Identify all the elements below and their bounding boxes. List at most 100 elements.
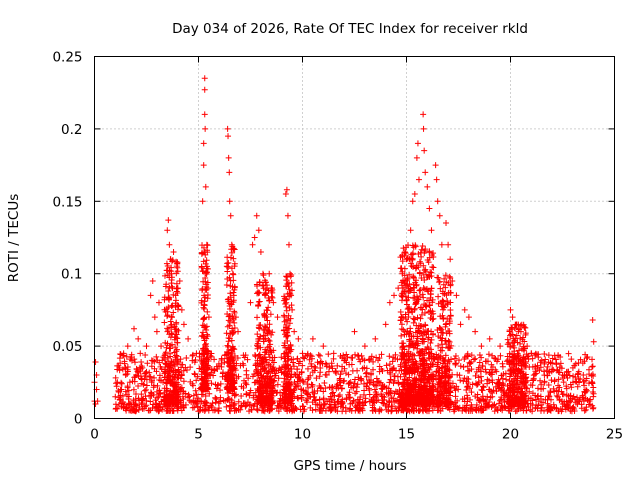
data-point <box>403 296 410 303</box>
data-point <box>254 342 261 349</box>
data-point <box>336 392 343 399</box>
data-point <box>463 407 470 414</box>
data-point <box>416 384 423 391</box>
data-point <box>147 389 154 396</box>
data-point <box>513 381 520 388</box>
data-point <box>332 368 339 375</box>
data-point <box>167 380 174 387</box>
data-point <box>268 285 275 292</box>
data-point <box>559 391 566 398</box>
data-point <box>202 380 209 387</box>
data-point <box>365 356 372 363</box>
data-point <box>414 140 421 147</box>
data-point <box>440 281 447 288</box>
data-point <box>522 379 529 386</box>
data-point <box>565 350 572 357</box>
data-point <box>351 380 358 387</box>
data-point <box>320 388 327 395</box>
data-point <box>400 380 407 387</box>
data-point <box>568 384 575 391</box>
data-point <box>123 353 130 360</box>
data-point <box>527 395 534 402</box>
data-point <box>255 290 262 297</box>
data-point <box>255 298 262 305</box>
data-point <box>386 398 393 405</box>
data-point <box>284 362 291 369</box>
data-point <box>541 360 548 367</box>
data-point <box>287 366 294 373</box>
data-point <box>288 292 295 299</box>
data-point <box>499 375 506 382</box>
data-point <box>225 154 232 161</box>
data-point <box>400 340 407 347</box>
data-point <box>427 269 434 276</box>
data-point <box>164 227 171 234</box>
data-point <box>255 352 262 359</box>
data-point <box>583 404 590 411</box>
data-point <box>173 280 180 287</box>
data-point <box>422 169 429 176</box>
data-point <box>156 376 163 383</box>
data-point <box>166 391 173 398</box>
data-point <box>515 385 522 392</box>
data-point <box>285 241 292 248</box>
data-point <box>399 270 406 277</box>
data-point <box>437 325 444 332</box>
data-point <box>460 364 467 371</box>
data-point <box>198 364 205 371</box>
data-point <box>537 377 544 384</box>
data-point <box>257 344 264 351</box>
data-point <box>413 360 420 367</box>
data-point <box>282 344 289 351</box>
data-point <box>225 373 232 380</box>
data-point <box>257 400 264 407</box>
data-point <box>370 394 377 401</box>
data-point <box>115 401 122 408</box>
data-point <box>196 407 203 414</box>
data-point <box>255 336 262 343</box>
data-point <box>151 358 158 365</box>
data-point <box>264 344 271 351</box>
data-point <box>416 293 423 300</box>
data-point <box>497 352 504 359</box>
data-point <box>164 354 171 361</box>
data-point <box>165 287 172 294</box>
data-point <box>485 351 492 358</box>
data-point <box>461 306 468 313</box>
data-point <box>139 364 146 371</box>
data-point <box>130 407 137 414</box>
data-point <box>466 367 473 374</box>
data-point <box>255 372 262 379</box>
data-point <box>512 325 519 332</box>
data-point <box>517 368 524 375</box>
data-point <box>139 400 146 407</box>
data-point <box>225 343 232 350</box>
data-point <box>230 292 237 299</box>
data-point <box>155 393 162 400</box>
data-point <box>272 372 279 379</box>
data-point <box>304 381 311 388</box>
data-point <box>478 377 485 384</box>
data-point <box>547 389 554 396</box>
data-point <box>525 403 532 410</box>
data-point <box>400 245 407 252</box>
data-point <box>467 360 474 367</box>
data-point <box>307 352 314 359</box>
data-point <box>444 300 451 307</box>
data-point <box>172 344 179 351</box>
data-point <box>224 397 231 404</box>
data-point <box>366 391 373 398</box>
data-point <box>149 277 156 284</box>
data-point <box>535 402 542 409</box>
data-point <box>203 400 210 407</box>
data-point <box>373 375 380 382</box>
data-point <box>203 263 210 270</box>
data-point <box>151 314 158 321</box>
data-point <box>372 382 379 389</box>
data-point <box>175 366 182 373</box>
data-point <box>165 217 172 224</box>
data-point <box>253 406 260 413</box>
data-point <box>288 373 295 380</box>
data-point <box>283 396 290 403</box>
